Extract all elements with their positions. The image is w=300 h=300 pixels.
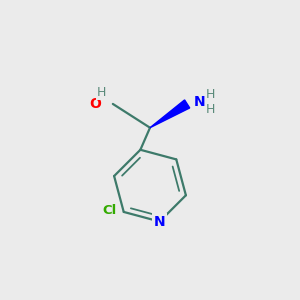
Text: H: H (206, 103, 215, 116)
Text: Cl: Cl (102, 204, 116, 217)
Text: N: N (194, 95, 206, 110)
Text: O: O (90, 97, 101, 111)
Text: H: H (97, 86, 106, 99)
Polygon shape (150, 100, 190, 128)
Text: H: H (206, 88, 215, 101)
Text: N: N (154, 214, 165, 229)
